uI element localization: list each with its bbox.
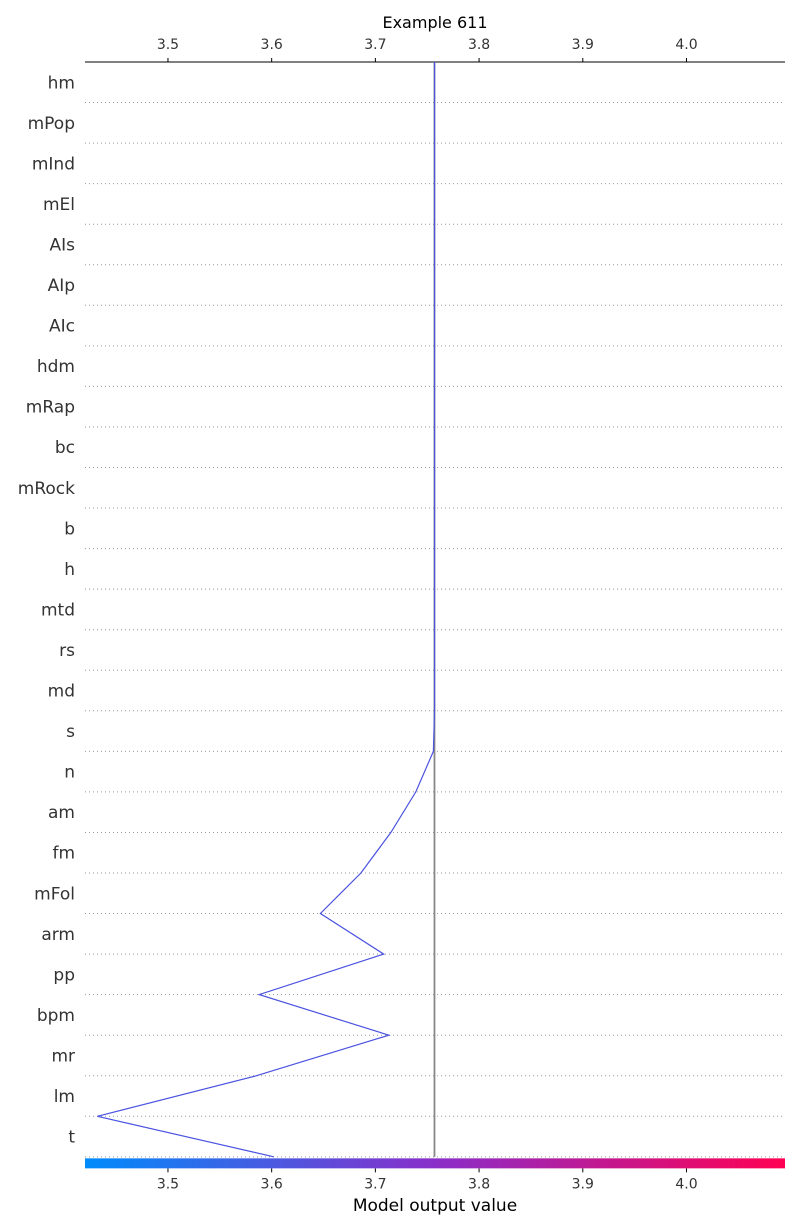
bottom-axis: 3.5 3.6 3.7 3.8 3.9 4.0 bbox=[157, 1168, 698, 1192]
feature-label-fm: fm bbox=[52, 844, 75, 864]
feature-label-mr: mr bbox=[51, 1046, 75, 1066]
x-axis-label: Model output value bbox=[353, 1196, 517, 1216]
bottom-tick-label: 4.0 bbox=[675, 1176, 697, 1192]
feature-label-t: t bbox=[68, 1128, 75, 1148]
feature-label-AIs: AIs bbox=[50, 235, 76, 255]
decision-path-line bbox=[97, 62, 436, 1158]
feature-label-mRap: mRap bbox=[26, 398, 75, 418]
top-tick-label: 3.6 bbox=[261, 37, 283, 53]
feature-label-hm: hm bbox=[48, 73, 75, 93]
top-axis: 3.5 3.6 3.7 3.8 3.9 4.0 bbox=[85, 37, 785, 63]
bottom-tick-label: 3.8 bbox=[468, 1176, 490, 1192]
feature-label-AIc: AIc bbox=[49, 317, 75, 337]
top-tick-label: 3.8 bbox=[468, 37, 490, 53]
feature-label-pp: pp bbox=[53, 965, 75, 985]
feature-label-h: h bbox=[64, 560, 75, 580]
feature-label-mFol: mFol bbox=[34, 884, 75, 904]
top-tick-label: 4.0 bbox=[675, 37, 697, 53]
top-tick-label: 3.7 bbox=[364, 37, 386, 53]
feature-label-mEl: mEl bbox=[43, 195, 75, 215]
top-tick-label: 3.9 bbox=[572, 37, 594, 53]
feature-label-mInd: mInd bbox=[32, 154, 75, 174]
feature-label-n: n bbox=[64, 763, 75, 783]
feature-label-mtd: mtd bbox=[41, 600, 75, 620]
feature-label-am: am bbox=[48, 803, 75, 823]
feature-label-arm: arm bbox=[41, 925, 75, 945]
feature-label-rs: rs bbox=[59, 641, 75, 661]
feature-label-hdm: hdm bbox=[37, 357, 75, 377]
feature-label-AIp: AIp bbox=[48, 276, 75, 296]
feature-labels: hm mPop mInd mEl AIs AIp AIc hdm mRap bc mRock b h mt… bbox=[18, 73, 76, 1147]
feature-label-mPop: mPop bbox=[28, 114, 75, 134]
feature-label-b: b bbox=[64, 519, 75, 539]
bottom-tick-label: 3.9 bbox=[572, 1176, 594, 1192]
feature-label-s: s bbox=[66, 722, 75, 742]
feature-label-lm: lm bbox=[54, 1087, 75, 1107]
top-tick-label: 3.5 bbox=[157, 37, 179, 53]
feature-label-mRock: mRock bbox=[18, 479, 75, 499]
bottom-tick-label: 3.7 bbox=[364, 1176, 386, 1192]
bottom-tick-label: 3.6 bbox=[261, 1176, 283, 1192]
bottom-tick-label: 3.5 bbox=[157, 1176, 179, 1192]
feature-label-md: md bbox=[48, 682, 75, 702]
feature-label-bc: bc bbox=[55, 438, 75, 458]
grid-lines bbox=[85, 102, 785, 1158]
chart-title: Example 611 bbox=[382, 13, 487, 32]
colorbar bbox=[85, 1158, 785, 1169]
feature-label-bpm: bpm bbox=[37, 1006, 75, 1026]
